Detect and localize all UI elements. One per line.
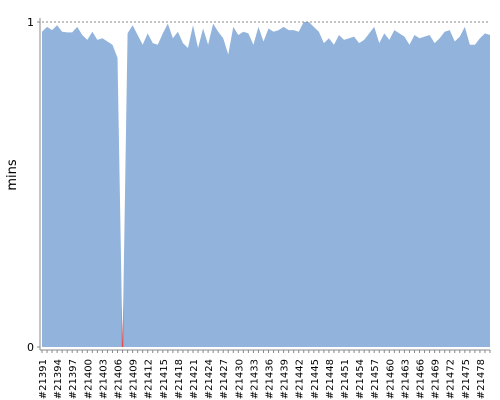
x-tick-label: #21394 [53, 359, 64, 399]
x-tick-label: #21415 [159, 359, 170, 399]
x-tick-label: #21457 [370, 359, 381, 399]
x-tick-label: #21427 [219, 359, 230, 399]
x-tick-label: #21442 [295, 359, 306, 399]
y-tick-label: 0 [27, 341, 34, 354]
x-tick-label: #21439 [280, 359, 291, 399]
area [42, 22, 490, 347]
x-tick-label: #21391 [38, 359, 49, 399]
x-tick-label: #21409 [129, 359, 140, 399]
x-tick-label: #21436 [265, 359, 276, 399]
x-tick-label: #21403 [98, 359, 109, 399]
x-tick-label: #21445 [310, 359, 321, 399]
failed-build [121, 299, 124, 347]
x-tick-label: #21406 [114, 359, 125, 399]
x-tick-label: #21478 [476, 359, 487, 399]
x-tick-label: #21454 [355, 359, 366, 399]
y-axis-label: mins [5, 159, 20, 191]
x-tick-label: #21448 [325, 359, 336, 399]
x-tick-label: #21433 [249, 359, 260, 399]
x-tick-label: #21472 [446, 359, 457, 399]
x-tick-label: #21466 [416, 359, 427, 399]
x-tick-label: #21463 [400, 359, 411, 399]
x-tick-label: #21424 [204, 359, 215, 399]
x-tick-label: #21421 [189, 359, 200, 399]
x-tick-label: #21451 [340, 359, 351, 399]
x-tick-label: #21469 [431, 359, 442, 399]
x-tick-label: #21475 [461, 359, 472, 399]
x-tick-label: #21418 [174, 359, 185, 399]
x-tick-label: #21430 [234, 359, 245, 399]
x-tick-label: #21412 [144, 359, 155, 399]
x-tick-label: #21397 [68, 359, 79, 399]
x-tick-label: #21460 [385, 359, 396, 399]
x-tick-label: #21400 [83, 359, 94, 399]
y-tick-label: 1 [27, 16, 34, 29]
